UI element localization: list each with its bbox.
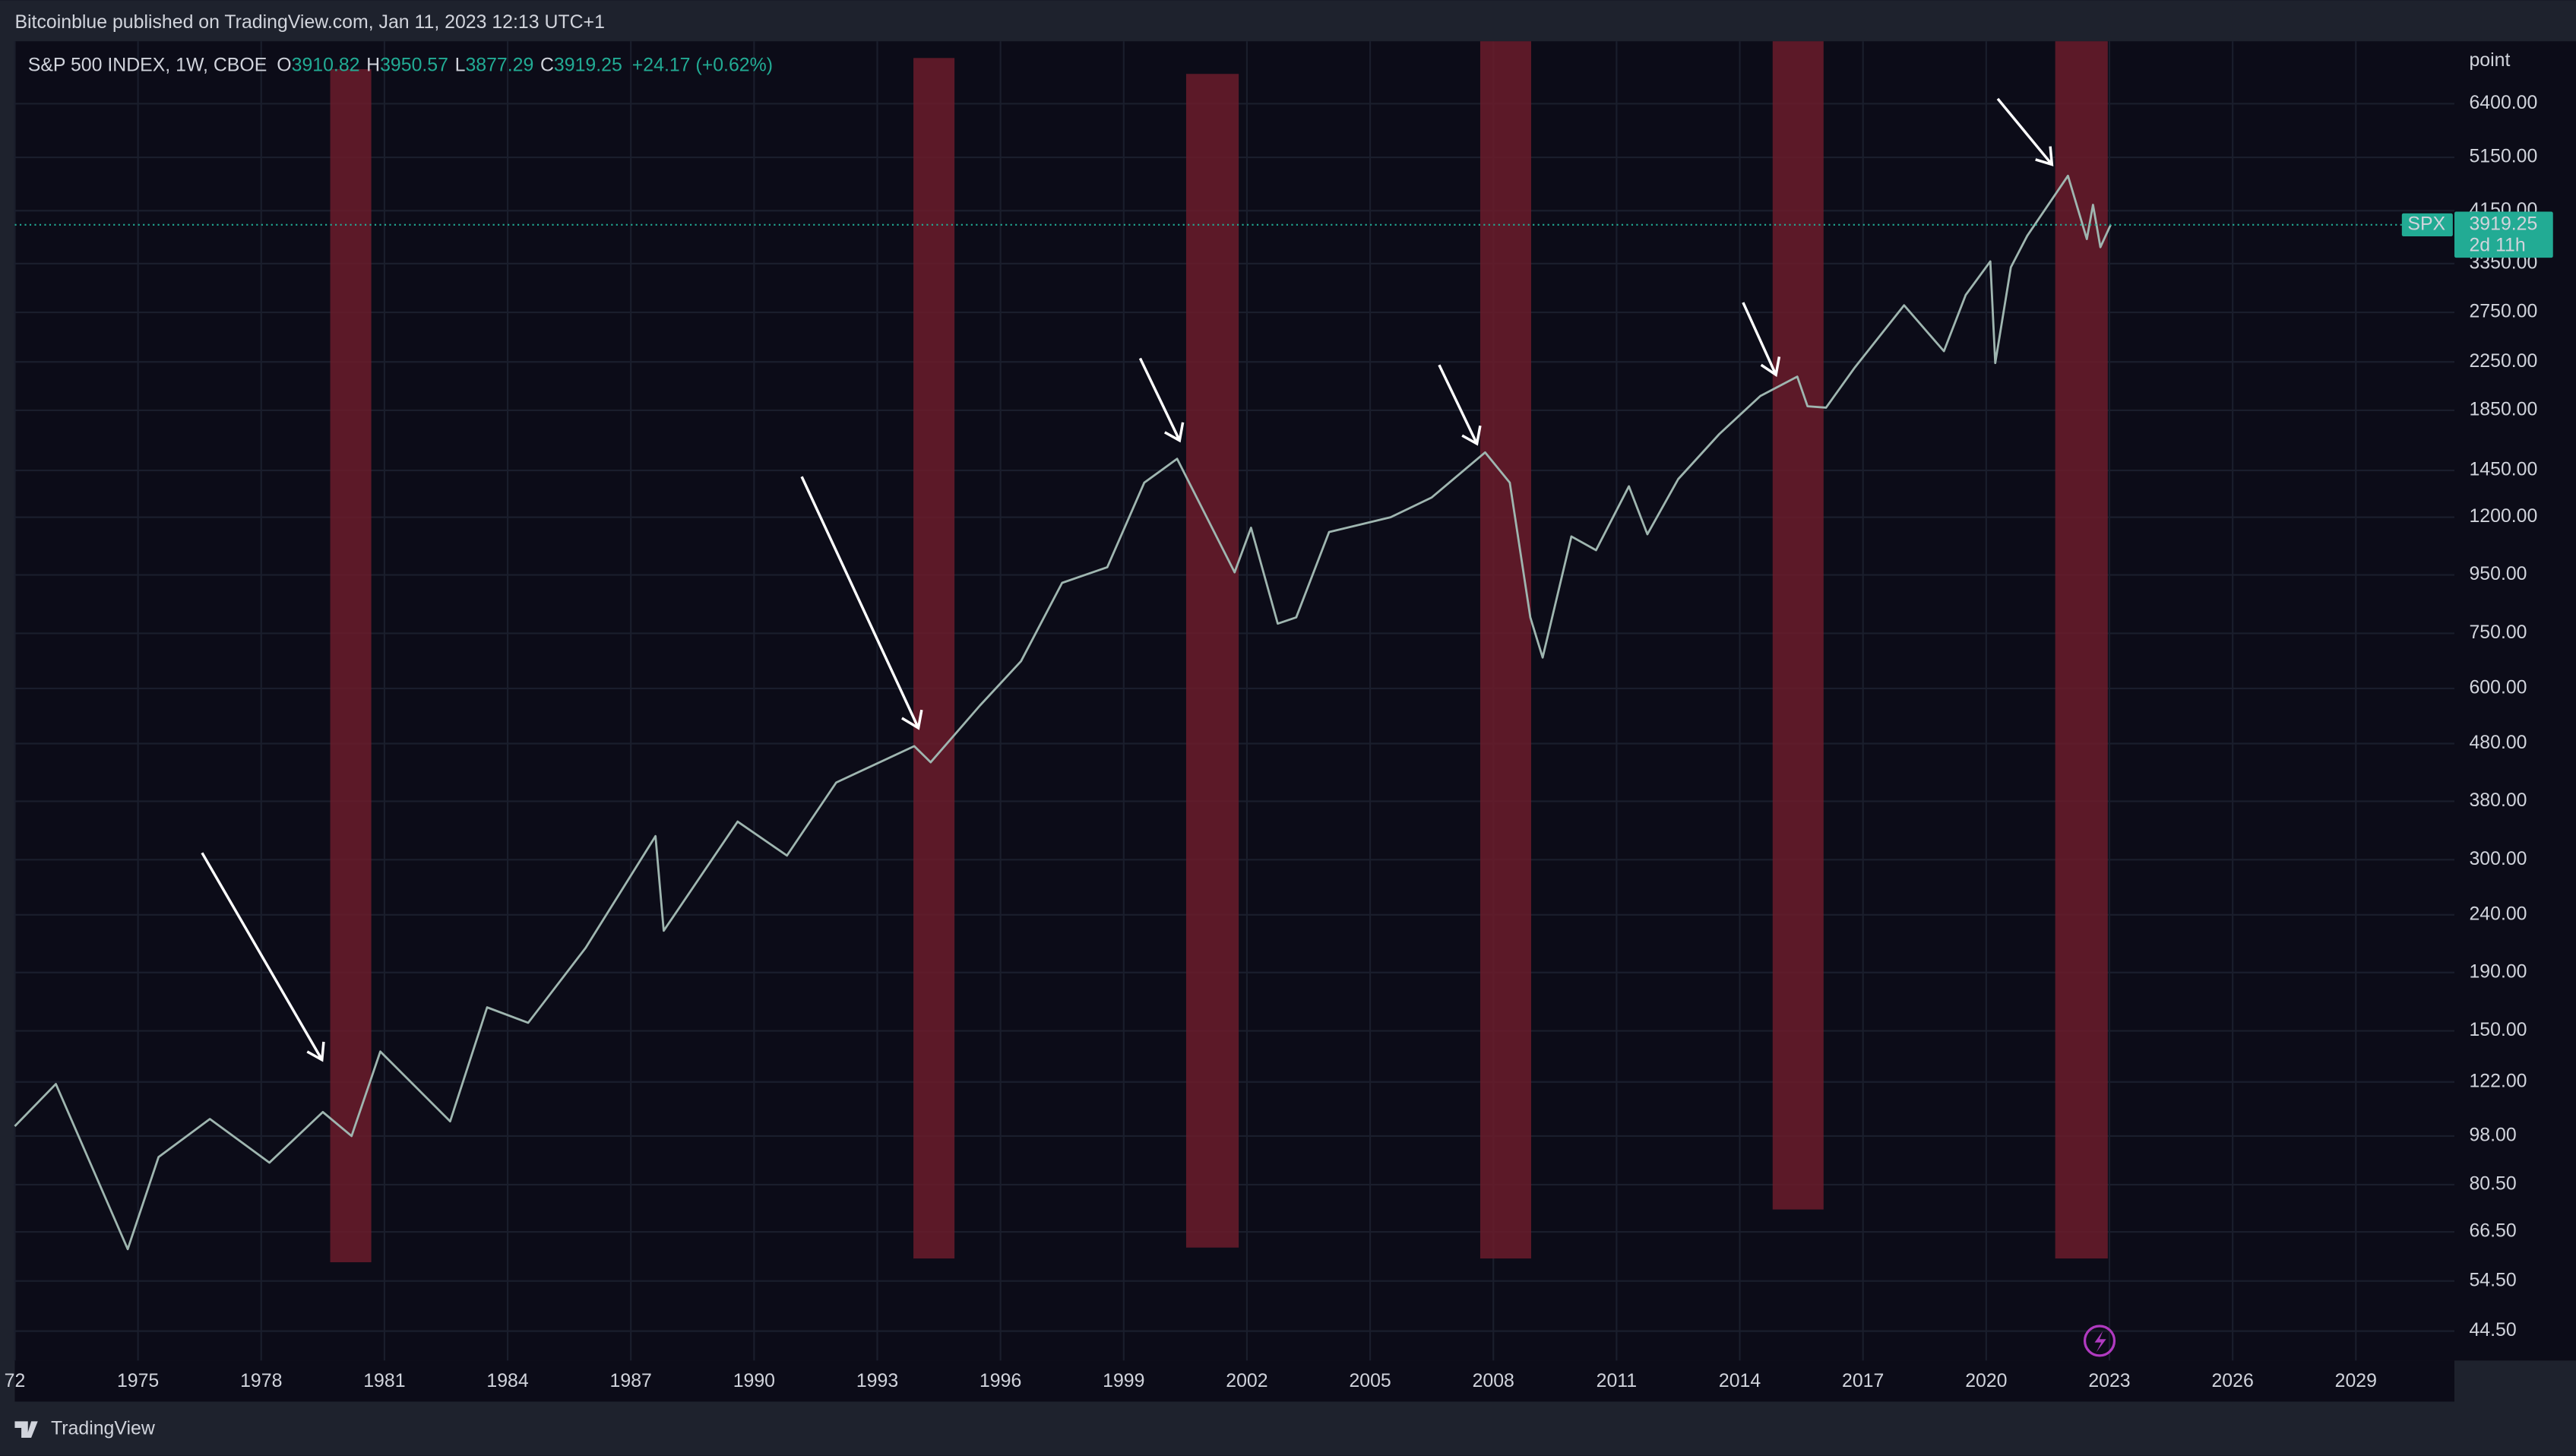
brand: TradingView: [14, 1418, 156, 1439]
x-tick-label: 1999: [1103, 1370, 1144, 1391]
highlight-zone: [913, 58, 955, 1259]
ohlc-label: C: [540, 54, 554, 75]
x-tick-label: 2029: [2335, 1370, 2377, 1391]
y-tick-label: 2750.00: [2469, 301, 2537, 322]
y-tick-label: 150.00: [2469, 1019, 2527, 1040]
published: Bitcoinblue published on TradingView.com…: [14, 11, 604, 33]
ohlc-value: 3950.57: [380, 54, 448, 75]
price-axis: [2454, 41, 2576, 1361]
change: +24.17 (+0.62%): [632, 54, 773, 75]
y-tick-label: 54.50: [2469, 1269, 2516, 1290]
y-tick-label: 1450.00: [2469, 459, 2537, 480]
y-tick-label: 98.00: [2469, 1125, 2516, 1146]
y-tick-label: 44.50: [2469, 1319, 2516, 1340]
y-tick-label: 1850.00: [2469, 398, 2537, 419]
ohlc-label: H: [366, 54, 380, 75]
brand-name: TradingView: [51, 1418, 156, 1439]
axis-labels: 6400.005150.004150.003350.002750.002250.…: [5, 92, 2553, 1391]
symbol-tag: SPX: [2407, 213, 2445, 234]
y-tick-label: 2250.00: [2469, 350, 2537, 372]
arrow: [1138, 357, 1185, 443]
y-tick-label: 300.00: [2469, 848, 2527, 869]
ohlc-value: 3877.29: [465, 54, 533, 75]
highlight-zone: [1479, 41, 1531, 1259]
y-tick-label: 600.00: [2469, 677, 2527, 698]
y-tick-label: 190.00: [2469, 961, 2527, 982]
arrow: [1438, 364, 1482, 446]
x-tick-label: 2005: [1349, 1370, 1391, 1391]
countdown: 2d 11h: [2469, 235, 2525, 256]
price-line: [14, 174, 2112, 1251]
y-tick-label: 122.00: [2469, 1070, 2527, 1091]
y-tick-label: 1200.00: [2469, 505, 2537, 527]
y-tick-label: 80.50: [2469, 1173, 2516, 1194]
x-tick-label: 1996: [979, 1370, 1021, 1391]
y-tick-label: 240.00: [2469, 903, 2527, 924]
y-tick-label: 950.00: [2469, 563, 2527, 584]
brand-logo: [14, 1421, 38, 1438]
y-tick-label: 5150.00: [2469, 146, 2537, 167]
x-tick-label: 2002: [1226, 1370, 1267, 1391]
x-tick-label: 1987: [610, 1370, 652, 1391]
highlight-zone: [1185, 74, 1239, 1248]
x-tick-label: 2011: [1597, 1370, 1637, 1391]
y-axis-label: point: [2469, 49, 2510, 71]
x-tick-label: 1978: [240, 1370, 282, 1391]
y-tick-label: 6400.00: [2469, 92, 2537, 113]
x-tick-label: 1990: [733, 1370, 775, 1391]
highlight-zone: [1772, 41, 1824, 1210]
ohlc-label: O: [277, 54, 291, 75]
event-icon-bolt: [2094, 1331, 2106, 1353]
event-icon[interactable]: [2083, 1325, 2116, 1357]
y-tick-label: 66.50: [2469, 1220, 2516, 1242]
x-tick-label: 2008: [1473, 1370, 1514, 1391]
ohlc-label: L: [455, 54, 466, 75]
arrow: [1996, 97, 2054, 166]
symbol-title: S&P 500 INDEX, 1W, CBOE: [28, 54, 267, 75]
highlight-zone: [330, 69, 372, 1263]
x-tick-label: 1981: [363, 1370, 405, 1391]
arrows: [201, 97, 2054, 1062]
time-axis: [14, 1360, 2455, 1402]
arrow: [201, 852, 325, 1062]
x-tick-label: 1975: [117, 1370, 159, 1391]
symbol-tag-bg: [2401, 213, 2453, 236]
ohlc-value: 3910.82: [292, 54, 360, 75]
x-tick-label: 2026: [2211, 1370, 2253, 1391]
ohlc-value: 3919.25: [554, 54, 622, 75]
y-tick-label: 750.00: [2469, 622, 2527, 643]
x-tick-label: 1984: [486, 1370, 528, 1391]
price-label-bg: [2454, 211, 2553, 258]
x-tick-label: 1993: [856, 1370, 898, 1391]
x-tick-label: 72: [5, 1370, 26, 1391]
x-tick-label: 2017: [1842, 1370, 1884, 1391]
arrow: [1742, 302, 1781, 378]
legend-line: S&P 500 INDEX, 1W, CBOE O3910.82 H3950.57 L…: [28, 54, 773, 75]
y-tick-label: 380.00: [2469, 790, 2527, 811]
series: [14, 174, 2455, 1251]
zones: [330, 41, 2108, 1263]
x-tick-label: 2023: [2088, 1370, 2130, 1391]
price-label: 3919.25: [2469, 213, 2537, 234]
y-tick-label: 480.00: [2469, 732, 2527, 753]
arrow: [800, 476, 923, 730]
x-tick-label: 2014: [1719, 1370, 1761, 1391]
x-tick-label: 2020: [1965, 1370, 2007, 1391]
